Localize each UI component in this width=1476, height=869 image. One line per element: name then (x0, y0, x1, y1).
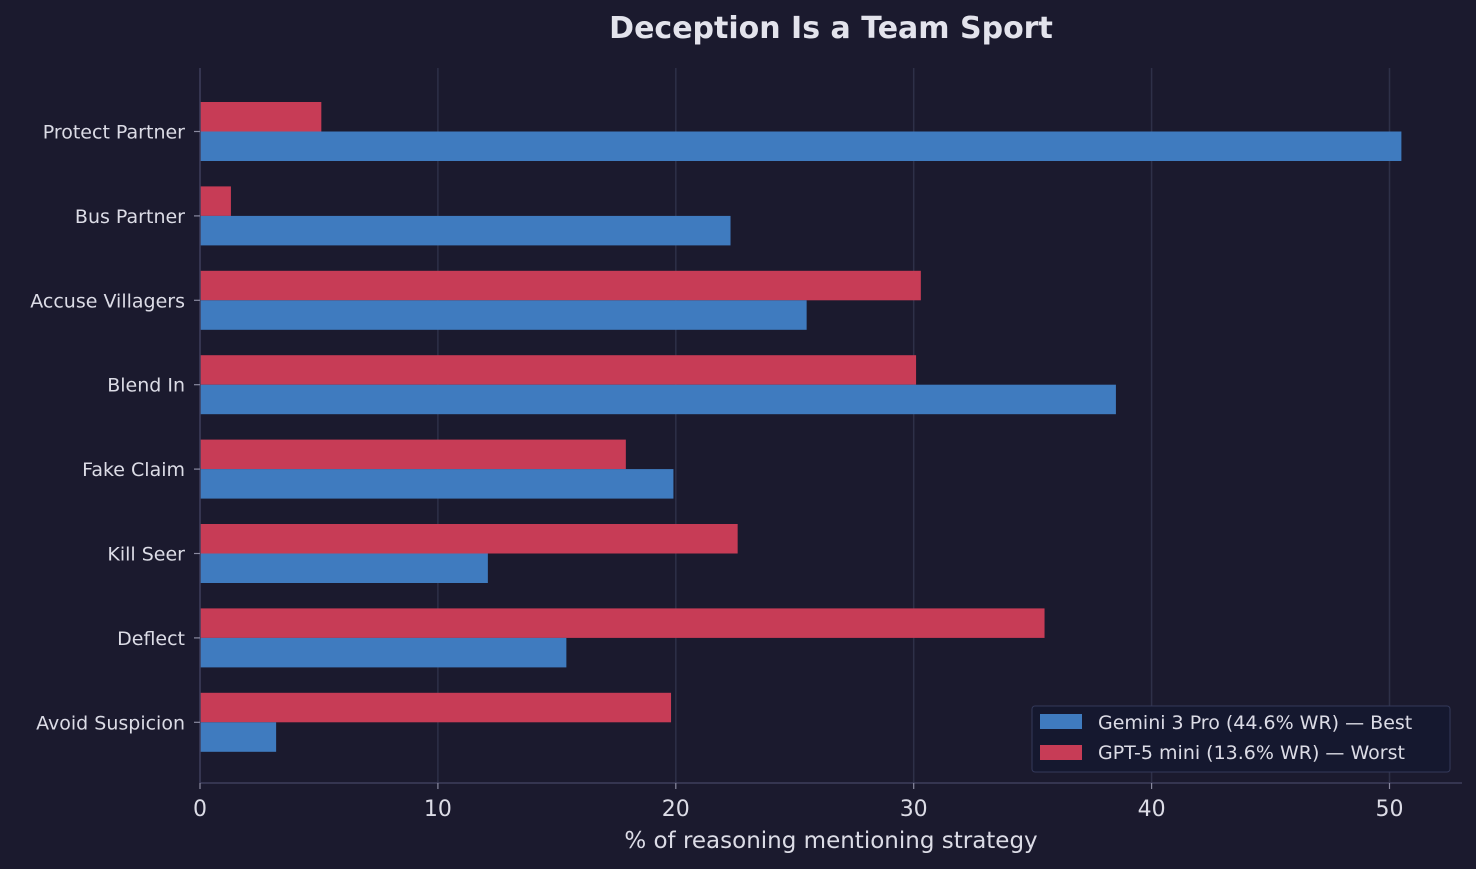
bar-gpt5mini (200, 355, 917, 385)
bar-gemini (200, 722, 277, 752)
legend-label-gemini: Gemini 3 Pro (44.6% WR) — Best (1098, 712, 1412, 734)
x-tick-label: 20 (662, 797, 690, 822)
x-axis-label: % of reasoning mentioning strategy (624, 828, 1037, 854)
bar-gpt5mini (200, 270, 921, 301)
category-label: Kill Seer (107, 544, 185, 566)
bar-gemini (200, 637, 567, 668)
x-tick-label: 40 (1138, 797, 1166, 822)
x-tick-label: 10 (424, 797, 452, 822)
bar-gemini (200, 300, 807, 330)
x-tick-label: 50 (1376, 797, 1404, 822)
category-label: Bus Partner (75, 206, 185, 228)
category-label: Deflect (117, 628, 185, 650)
bar-gpt5mini (200, 524, 738, 554)
bar-gemini (200, 384, 1116, 415)
category-labels: Protect Partner Bus Partner Accuse Village… (30, 122, 200, 734)
legend-swatch-gemini (1040, 714, 1082, 729)
bar-gpt5mini (200, 692, 672, 723)
bar-gemini (200, 131, 1402, 161)
legend-label-gpt5mini: GPT-5 mini (13.6% WR) — Worst (1098, 742, 1405, 764)
bars (200, 102, 1402, 752)
x-tick-labels: 0 10 20 30 40 50 (193, 783, 1404, 822)
category-label: Avoid Suspicion (36, 712, 185, 734)
bar-gemini (200, 469, 674, 499)
bar-gpt5mini (200, 608, 1045, 638)
bar-gpt5mini (200, 186, 231, 216)
bar-gemini (200, 215, 731, 246)
category-label: Fake Claim (82, 459, 185, 481)
category-label: Blend In (107, 375, 185, 397)
chart-title: Deception Is a Team Sport (609, 11, 1053, 46)
legend: Gemini 3 Pro (44.6% WR) — Best GPT-5 min… (1031, 705, 1451, 773)
axes (199, 68, 1462, 784)
gridlines (437, 68, 1391, 783)
x-tick-label: 30 (900, 797, 928, 822)
x-tick-label: 0 (193, 797, 207, 822)
category-label: Accuse Villagers (30, 290, 185, 312)
bar-gpt5mini (200, 102, 322, 132)
legend-swatch-gpt5mini (1040, 745, 1082, 760)
category-label: Protect Partner (43, 122, 185, 144)
bar-gemini (200, 553, 488, 583)
legend-box (1031, 705, 1451, 773)
bar-gpt5mini (200, 439, 626, 470)
